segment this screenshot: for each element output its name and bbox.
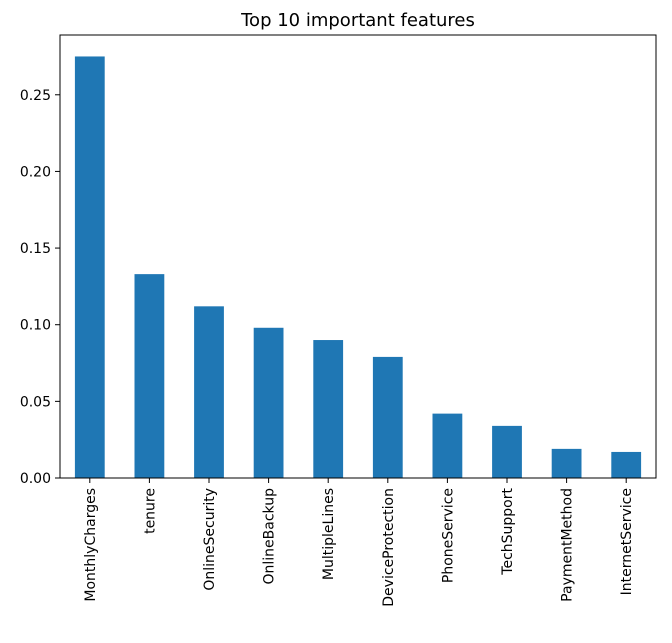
x-tick-label: MultipleLines [321,488,337,580]
bar-OnlineBackup [253,327,284,478]
x-tick-label: OnlineBackup [262,488,278,585]
bar-PaymentMethod [551,448,582,478]
x-tick-label: OnlineSecurity [202,488,218,591]
x-tick-label: PaymentMethod [560,488,576,602]
x-tick-label: TechSupport [500,487,516,575]
bar-PhoneService [432,413,463,478]
bar-MultipleLines [313,340,344,478]
x-tick-label: InternetService [619,488,635,595]
bar-MonthlyCharges [74,56,105,479]
y-axis: 0.00 0.05 0.10 0.15 0.20 0.25 [20,88,60,487]
y-tick-label: 0.25 [20,88,51,104]
bar-tenure [134,274,165,478]
x-tick-label: tenure [142,488,158,534]
bar-OnlineSecurity [194,306,224,478]
y-tick-label: 0.05 [20,394,51,410]
y-tick-label: 0.20 [20,164,51,180]
x-tick-label: DeviceProtection [381,488,397,607]
bar-TechSupport [492,425,522,478]
x-axis: MonthlyCharges tenure OnlineSecurity Online… [83,478,635,607]
y-tick-label: 0.00 [20,471,51,487]
x-tick-label: PhoneService [440,488,456,583]
y-tick-label: 0.10 [20,318,51,334]
bars-group [74,56,642,479]
x-tick-label: MonthlyCharges [83,488,99,602]
plot-frame [59,34,657,479]
chart-title: Top 10 important features [240,10,475,31]
y-tick-label: 0.15 [20,241,51,257]
bar-InternetService [611,451,642,478]
bar-DeviceProtection [372,356,403,478]
